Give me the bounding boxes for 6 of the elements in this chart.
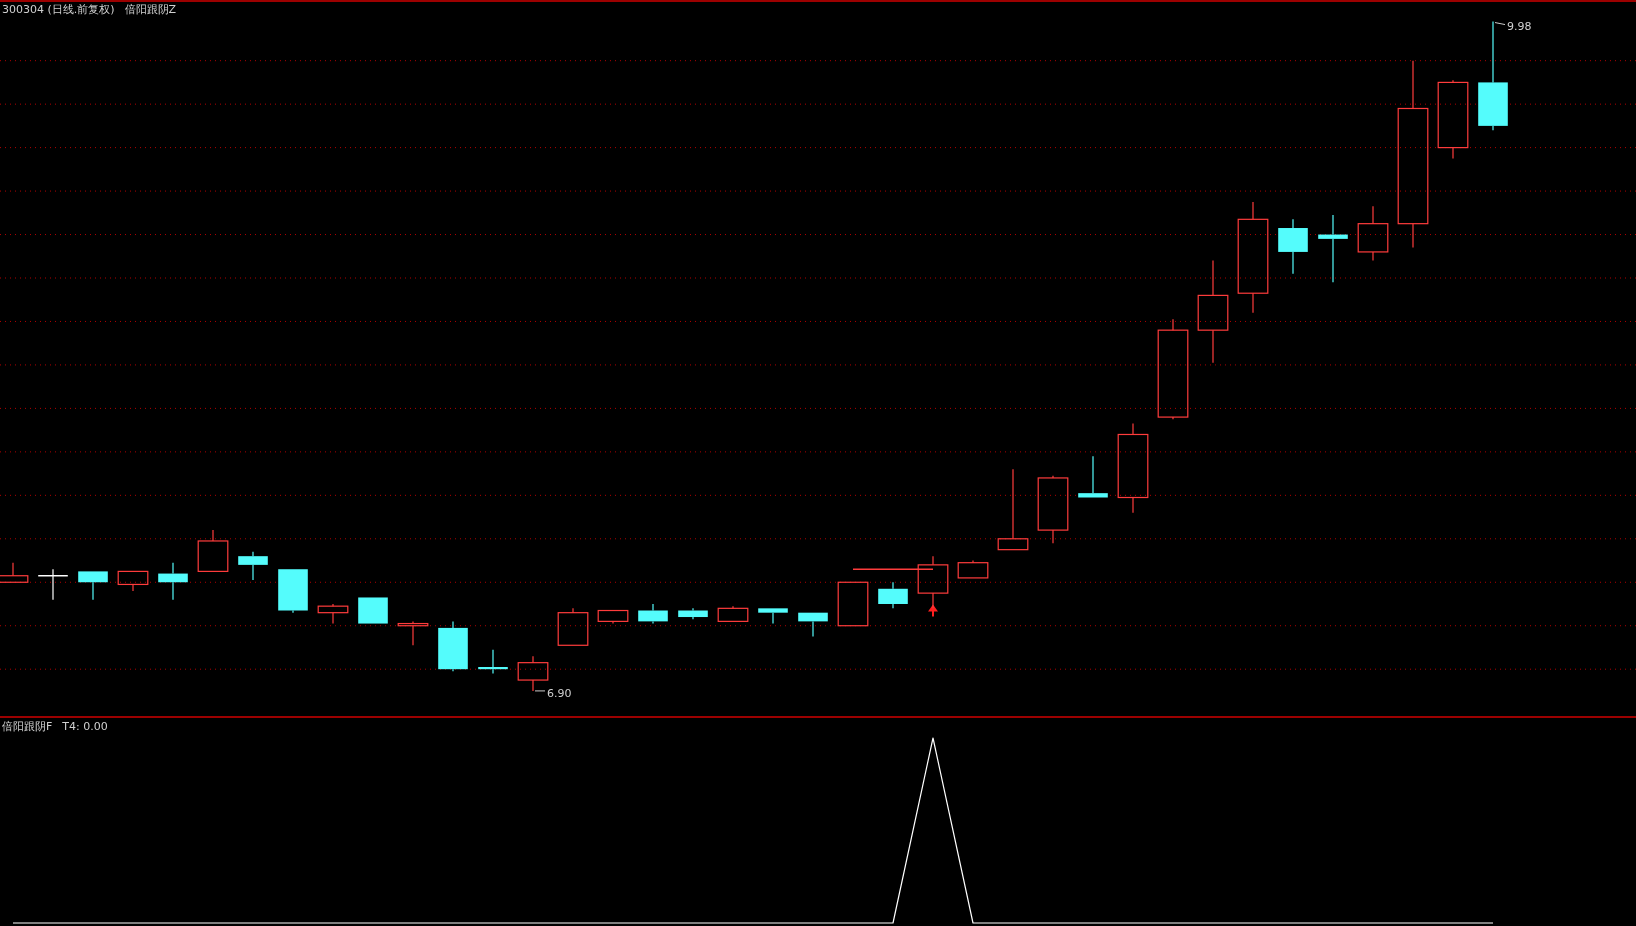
chart-subtitle: 倍阳跟阴Z — [124, 3, 177, 16]
annotation: 9.98 — [1507, 19, 1532, 33]
annotation: 6.90 — [547, 686, 572, 700]
chart-title: 倍阳跟阴F — [2, 720, 53, 733]
text: T4: 0.00 — [61, 720, 108, 733]
chart-title: 300304 (日线.前复权) — [2, 3, 115, 16]
